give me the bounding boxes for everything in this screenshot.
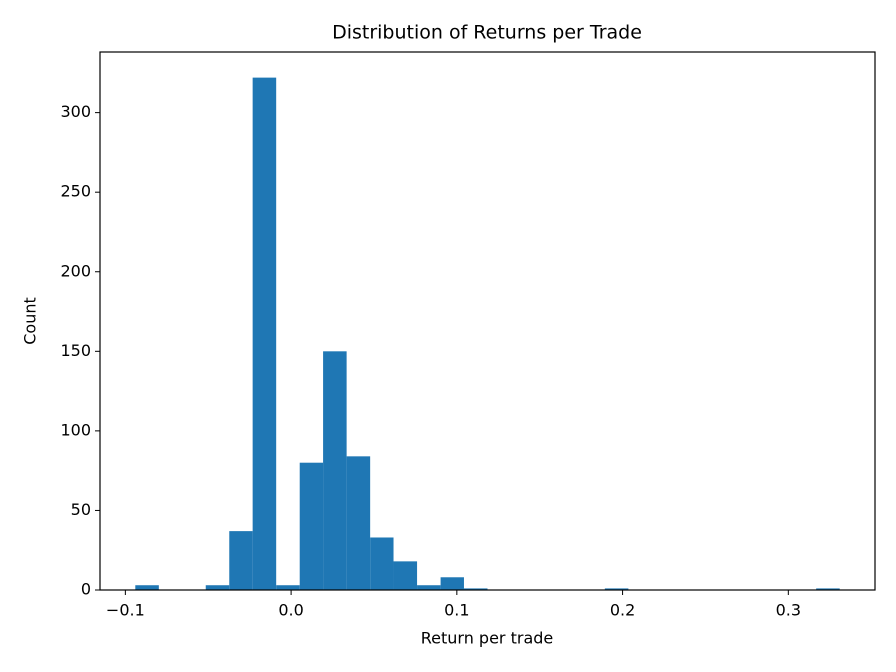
bar <box>135 585 159 590</box>
bar <box>816 588 840 590</box>
x-tick-label: 0.2 <box>610 601 635 620</box>
y-tick-label: 250 <box>60 182 91 201</box>
bar <box>276 585 300 590</box>
bar <box>252 77 277 591</box>
bar <box>323 351 347 590</box>
y-tick-label: 200 <box>60 261 91 280</box>
x-tick-label: 0.0 <box>278 601 303 620</box>
plot-frame <box>99 51 876 591</box>
bar <box>346 456 371 590</box>
bar <box>393 561 418 590</box>
x-tick-label: 0.1 <box>444 601 469 620</box>
bar <box>417 585 441 590</box>
y-tick-label: 100 <box>60 420 91 439</box>
bar <box>205 585 230 590</box>
chart-title: Distribution of Returns per Trade <box>332 22 642 44</box>
bar <box>604 588 629 590</box>
y-axis-label: Count <box>21 297 40 345</box>
y-tick-label: 150 <box>60 341 91 360</box>
x-tick-label: 0.3 <box>776 601 801 620</box>
x-axis-label: Return per trade <box>421 629 554 648</box>
y-tick-label: 300 <box>60 102 91 121</box>
bar <box>229 531 253 590</box>
x-tick-label: −0.1 <box>106 601 145 620</box>
bar <box>463 588 488 590</box>
bar <box>440 577 464 590</box>
bar <box>299 462 324 590</box>
y-tick-label: 0 <box>81 580 91 599</box>
bar <box>370 537 394 590</box>
y-tick-label: 50 <box>71 500 91 519</box>
